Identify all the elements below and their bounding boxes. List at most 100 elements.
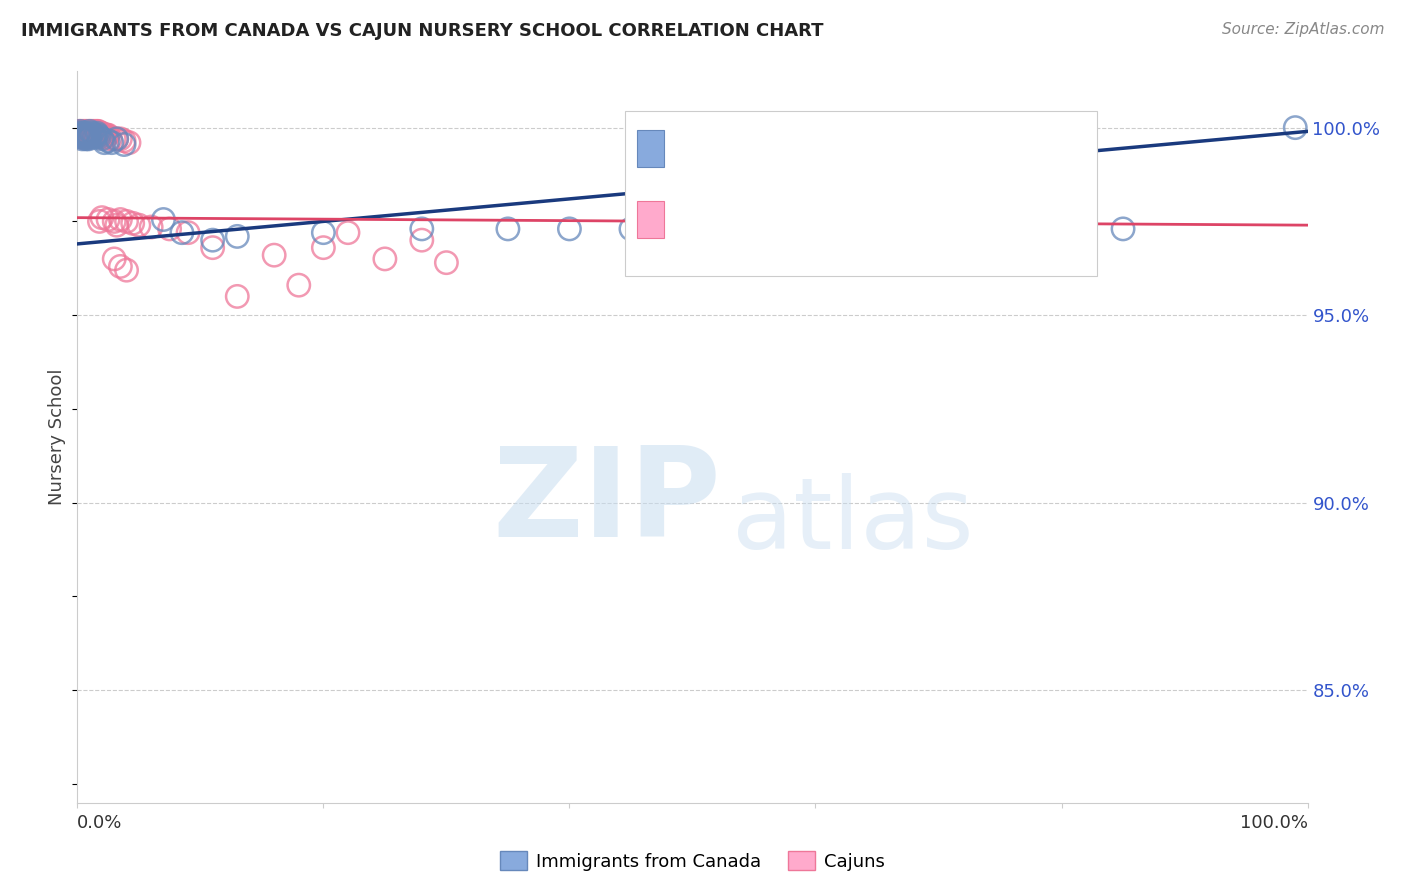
Point xyxy=(97,134,120,148)
Y-axis label: Nursery School: Nursery School xyxy=(48,368,66,506)
Point xyxy=(70,126,93,140)
Point xyxy=(73,126,96,140)
Point xyxy=(105,218,128,232)
Point xyxy=(73,130,96,145)
Point xyxy=(110,260,132,274)
Point xyxy=(72,128,94,142)
Point xyxy=(115,263,138,277)
Text: IMMIGRANTS FROM CANADA VS CAJUN NURSERY SCHOOL CORRELATION CHART: IMMIGRANTS FROM CANADA VS CAJUN NURSERY … xyxy=(21,22,824,40)
Point xyxy=(89,214,111,228)
Point xyxy=(121,216,143,230)
Point xyxy=(69,126,91,140)
Point xyxy=(97,212,120,227)
Point xyxy=(312,241,335,255)
Point xyxy=(103,252,125,266)
Point xyxy=(83,124,105,138)
Point xyxy=(77,130,100,145)
Point xyxy=(73,130,96,145)
Point xyxy=(70,126,93,140)
Point xyxy=(496,222,519,236)
Point xyxy=(90,126,112,140)
Point xyxy=(77,132,100,146)
Point xyxy=(69,124,91,138)
Point xyxy=(75,128,97,142)
Point xyxy=(201,241,224,255)
Point xyxy=(82,128,104,142)
Point xyxy=(103,132,125,146)
Point xyxy=(1284,120,1306,135)
Point xyxy=(128,218,150,232)
Point xyxy=(89,130,111,145)
Point xyxy=(80,126,103,140)
Point xyxy=(76,124,98,138)
Point xyxy=(79,130,101,145)
Point xyxy=(86,126,108,140)
Point xyxy=(201,233,224,247)
Point xyxy=(110,132,132,146)
Text: R = -0.018   N = 86: R = -0.018 N = 86 xyxy=(679,210,903,229)
Point xyxy=(620,222,643,236)
Point xyxy=(830,222,852,236)
Point xyxy=(226,289,249,303)
Point xyxy=(91,128,114,142)
Point xyxy=(79,124,101,138)
Point xyxy=(94,128,117,142)
Point xyxy=(72,130,94,145)
FancyBboxPatch shape xyxy=(637,201,664,238)
Point xyxy=(411,222,433,236)
Point xyxy=(159,222,181,236)
Text: 0.0%: 0.0% xyxy=(77,814,122,832)
Point xyxy=(82,130,104,145)
Point xyxy=(170,226,193,240)
Point xyxy=(70,124,93,138)
Point xyxy=(75,130,97,145)
Point xyxy=(226,229,249,244)
Point xyxy=(72,128,94,142)
Point xyxy=(76,126,98,140)
Point xyxy=(70,128,93,142)
Point xyxy=(103,214,125,228)
Point xyxy=(70,128,93,142)
Point xyxy=(72,126,94,140)
Point xyxy=(73,124,96,138)
Point xyxy=(118,136,141,150)
Legend: Immigrants from Canada, Cajuns: Immigrants from Canada, Cajuns xyxy=(492,844,893,878)
Point xyxy=(84,130,107,145)
Point xyxy=(70,132,93,146)
Point xyxy=(82,124,104,138)
Point xyxy=(69,124,91,138)
Point xyxy=(79,126,101,140)
Point xyxy=(90,211,114,225)
Point xyxy=(952,222,974,236)
Point xyxy=(67,124,90,138)
Point xyxy=(70,124,93,138)
Point xyxy=(75,126,97,140)
Point xyxy=(105,132,128,146)
FancyBboxPatch shape xyxy=(637,129,664,167)
Point xyxy=(70,128,93,142)
Point xyxy=(77,128,100,142)
Point xyxy=(84,124,107,138)
Point xyxy=(152,212,174,227)
Point xyxy=(115,214,138,228)
Point xyxy=(93,136,115,150)
Point xyxy=(93,128,115,142)
Point xyxy=(90,126,114,140)
Point xyxy=(77,126,100,140)
Point xyxy=(105,132,128,146)
Point xyxy=(82,126,104,140)
Point xyxy=(558,222,581,236)
Text: atlas: atlas xyxy=(731,473,973,570)
Point xyxy=(87,128,110,142)
Point xyxy=(97,128,120,142)
Point xyxy=(312,226,335,240)
Point xyxy=(411,233,433,247)
Point xyxy=(75,124,97,138)
Point xyxy=(82,128,104,142)
Text: ZIP: ZIP xyxy=(492,442,721,563)
Point xyxy=(706,222,728,236)
Point xyxy=(93,130,115,145)
Point xyxy=(96,128,118,142)
Point xyxy=(177,226,200,240)
Point xyxy=(110,212,132,227)
